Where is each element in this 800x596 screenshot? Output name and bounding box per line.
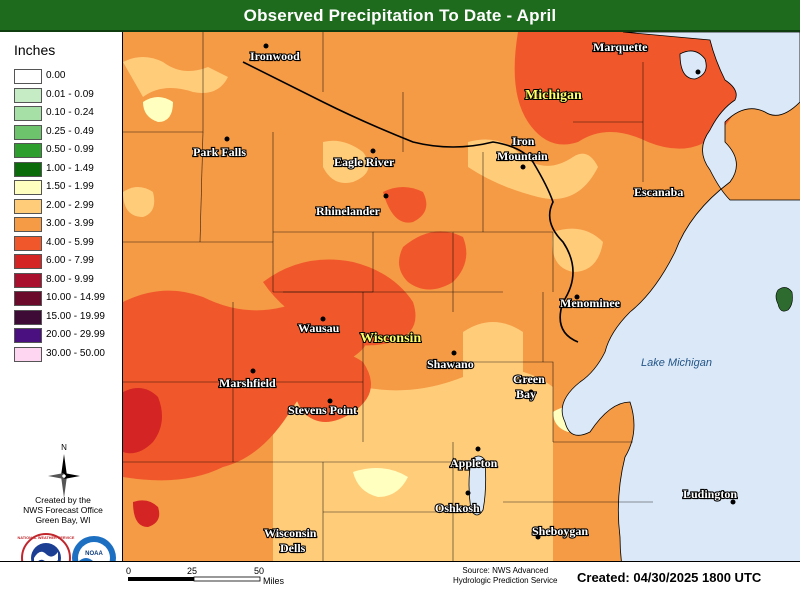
legend-swatch (14, 254, 42, 269)
city-dots (224, 43, 736, 550)
legend-swatch (14, 180, 42, 195)
legend-swatch (14, 272, 42, 288)
legend-swatch (14, 328, 42, 343)
legend-swatch (14, 106, 42, 121)
legend-swatch (14, 198, 42, 214)
source-text: Source: NWS Advanced Hydrologic Predicti… (453, 566, 558, 586)
city-green: Green (513, 372, 545, 386)
legend-label: 10.00 - 14.99 (46, 292, 105, 303)
city-dells: Dells (280, 541, 306, 555)
city-park-falls: Park Falls (193, 145, 246, 159)
credits-line-3: Green Bay, WI (35, 515, 91, 525)
state-label-wisconsin: Wisconsin (360, 331, 421, 346)
precipitation-map[interactable]: Ironwood Marquette Michigan Park Falls E… (123, 31, 800, 596)
legend-label: 0.25 - 0.49 (46, 125, 94, 137)
legend-label: 3.00 - 3.99 (46, 218, 94, 229)
source-line-2: Hydrologic Prediction Service (453, 576, 558, 585)
legend-swatch (14, 87, 42, 103)
legend-label: 20.00 - 29.99 (46, 329, 105, 340)
precip-shading-6-8in (123, 388, 162, 527)
legend-label: 0.00 (46, 70, 66, 81)
legend-label: 15.00 - 19.99 (46, 310, 105, 322)
legend-label: 6.00 - 7.99 (46, 255, 94, 266)
city-appleton: Appleton (450, 456, 498, 470)
map-title: Observed Precipitation To Date - April (243, 6, 557, 25)
city-wisconsin: Wisconsin (264, 526, 317, 540)
scale-bar: 0 25 50 Miles (126, 566, 285, 586)
legend-label: 30.00 - 50.00 (46, 347, 105, 359)
legend-swatch (14, 217, 42, 232)
map-canvas (123, 31, 800, 596)
city-sheboygan: Sheboygan (532, 524, 588, 538)
city-menominee: Menominee (560, 296, 621, 310)
city-marquette: Marquette (593, 40, 648, 54)
city-stevens-point: Stevens Point (288, 403, 357, 417)
legend-title: Inches (14, 42, 56, 58)
city-mountain: Mountain (497, 149, 548, 163)
scale-tick-0: 0 (126, 566, 131, 576)
nws-logo-text: NATIONAL WEATHER SERVICE (18, 536, 75, 540)
credits-block: Created by the NWS Forecast Office Green… (4, 495, 122, 525)
legend-swatch (14, 291, 42, 306)
city-iron: Iron (512, 134, 535, 148)
legend-label: 0.50 - 0.99 (46, 144, 94, 155)
legend-swatch (14, 309, 42, 325)
north-arrow-icon: N (48, 443, 80, 498)
bottom-bar: 0 25 50 Miles (0, 561, 800, 596)
legend-label: 8.00 - 9.99 (46, 273, 94, 285)
state-label-michigan: Michigan (525, 88, 582, 103)
legend-swatch (14, 235, 42, 251)
county-lines (123, 32, 653, 561)
city-wausau: Wausau (298, 321, 340, 335)
legend-label: 0.01 - 0.09 (46, 88, 94, 100)
legend-label: 0.10 - 0.24 (46, 107, 94, 118)
legend-swatch (14, 143, 42, 158)
city-rhinelander: Rhinelander (316, 204, 381, 218)
source-line-1: Source: NWS Advanced (462, 566, 549, 575)
city-eagle-river: Eagle River (334, 155, 395, 169)
scale-tick-50: 50 (254, 566, 264, 576)
city-oshkosh: Oshkosh (435, 501, 480, 515)
map-labels: Ironwood Marquette Michigan Park Falls E… (192, 39, 739, 556)
state-boundary (242, 61, 579, 343)
created-timestamp: Created: 04/30/2025 1800 UTC (577, 570, 762, 585)
legend-panel: Inches 0.00 0.01 - 0.09 0.10 - 0.24 0.25 - … (0, 32, 123, 561)
north-label: N (61, 443, 67, 452)
lake-winnebago-water (468, 455, 487, 516)
legend-swatch (14, 69, 42, 84)
credits-line-1: Created by the (35, 495, 91, 505)
city-ironwood: Ironwood (250, 49, 300, 63)
legend-label: 2.00 - 2.99 (46, 199, 94, 211)
legend-swatch (14, 161, 42, 177)
lake-michigan-label: Lake Michigan (641, 357, 712, 369)
scale-tick-25: 25 (187, 566, 197, 576)
island-mark (775, 287, 793, 312)
legend-label: 4.00 - 5.99 (46, 236, 94, 248)
city-escanaba: Escanaba (634, 185, 683, 199)
legend-label: 1.00 - 1.49 (46, 162, 94, 174)
legend-label: 1.50 - 1.99 (46, 181, 94, 192)
city-ludington: Ludington (683, 487, 737, 501)
city-marshfield: Marshfield (219, 376, 276, 390)
legend-swatch (14, 124, 42, 140)
city-shawano: Shawano (427, 357, 474, 371)
legend-swatch (14, 346, 42, 362)
credits-line-2: NWS Forecast Office (23, 505, 103, 515)
title-bar: Observed Precipitation To Date - April (0, 0, 800, 32)
scale-unit: Miles (263, 576, 285, 586)
noaa-logo-text: NOAA (85, 551, 103, 557)
city-bay: Bay (516, 387, 536, 401)
